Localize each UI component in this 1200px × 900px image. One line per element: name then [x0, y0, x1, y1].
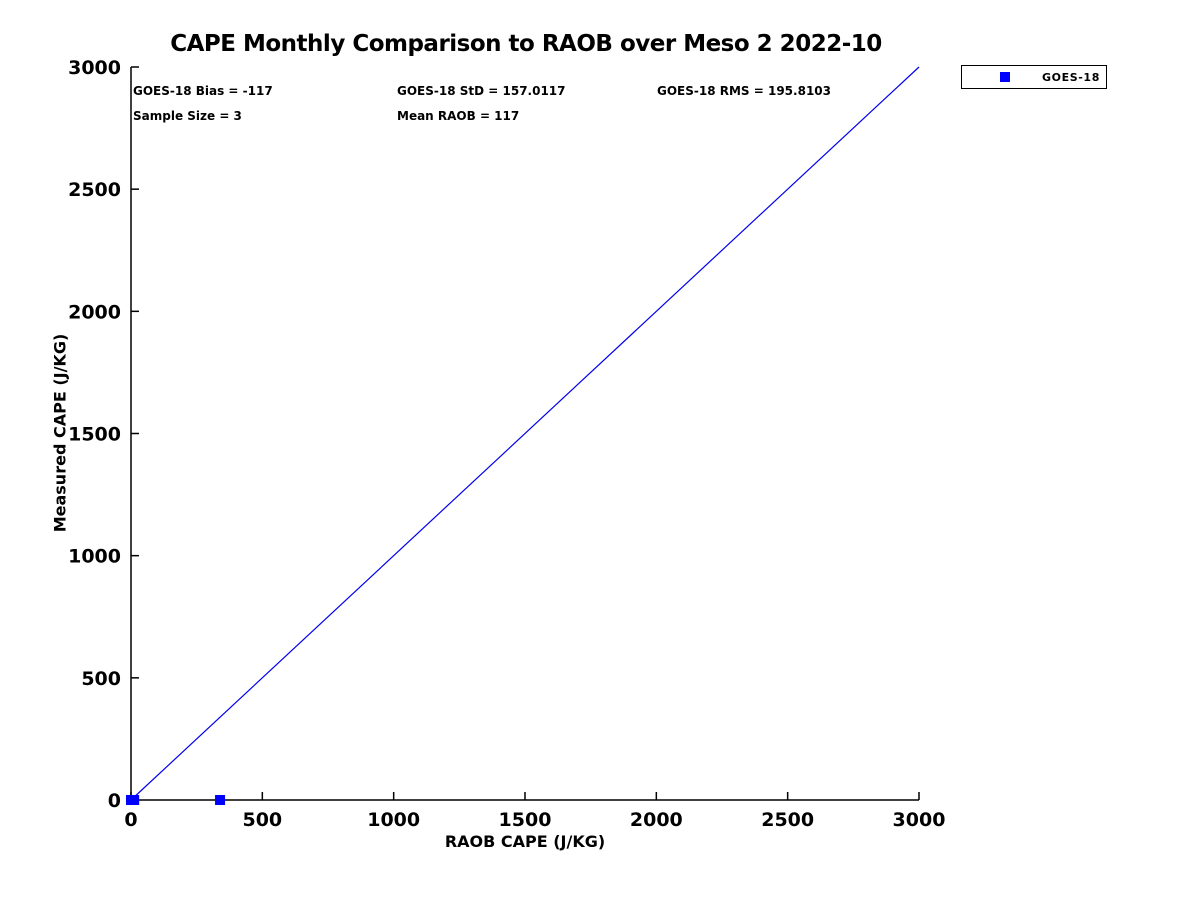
identity-line: [130, 66, 920, 801]
stat-rms: GOES-18 RMS = 195.8103: [657, 84, 831, 98]
x-tick-label: 2000: [630, 809, 683, 831]
y-tick-label: 2500: [68, 179, 121, 201]
stat-bias: GOES-18 Bias = -117: [133, 84, 273, 98]
x-tick-label: 3000: [893, 809, 946, 831]
y-axis-label: Measured CAPE (J/KG): [50, 333, 70, 533]
legend-square-marker-icon: [1000, 72, 1010, 82]
chart-title: CAPE Monthly Comparison to RAOB over Mes…: [170, 31, 882, 57]
x-tick-label: 2500: [761, 809, 814, 831]
data-point-marker: [215, 795, 226, 805]
legend-label: GOES-18: [1042, 71, 1100, 84]
y-tick-label: 0: [108, 790, 121, 812]
legend: GOES-18: [961, 65, 1107, 89]
y-tick-label: 3000: [68, 57, 121, 79]
stat-std: GOES-18 StD = 157.0117: [397, 84, 566, 98]
x-tick-label: 500: [242, 809, 282, 831]
stat-mean-raob: Mean RAOB = 117: [397, 109, 520, 123]
x-axis-label: RAOB CAPE (J/KG): [444, 832, 606, 851]
y-tick-label: 1000: [68, 546, 121, 568]
stat-sample-size: Sample Size = 3: [133, 109, 242, 123]
data-point-marker: [129, 795, 140, 805]
y-tick-label: 2000: [68, 301, 121, 323]
y-tick-label: 1500: [68, 424, 121, 446]
x-tick-label: 1000: [367, 809, 420, 831]
y-tick-label: 500: [81, 668, 121, 690]
x-tick-label: 1500: [499, 809, 552, 831]
x-tick-label: 0: [124, 809, 137, 831]
